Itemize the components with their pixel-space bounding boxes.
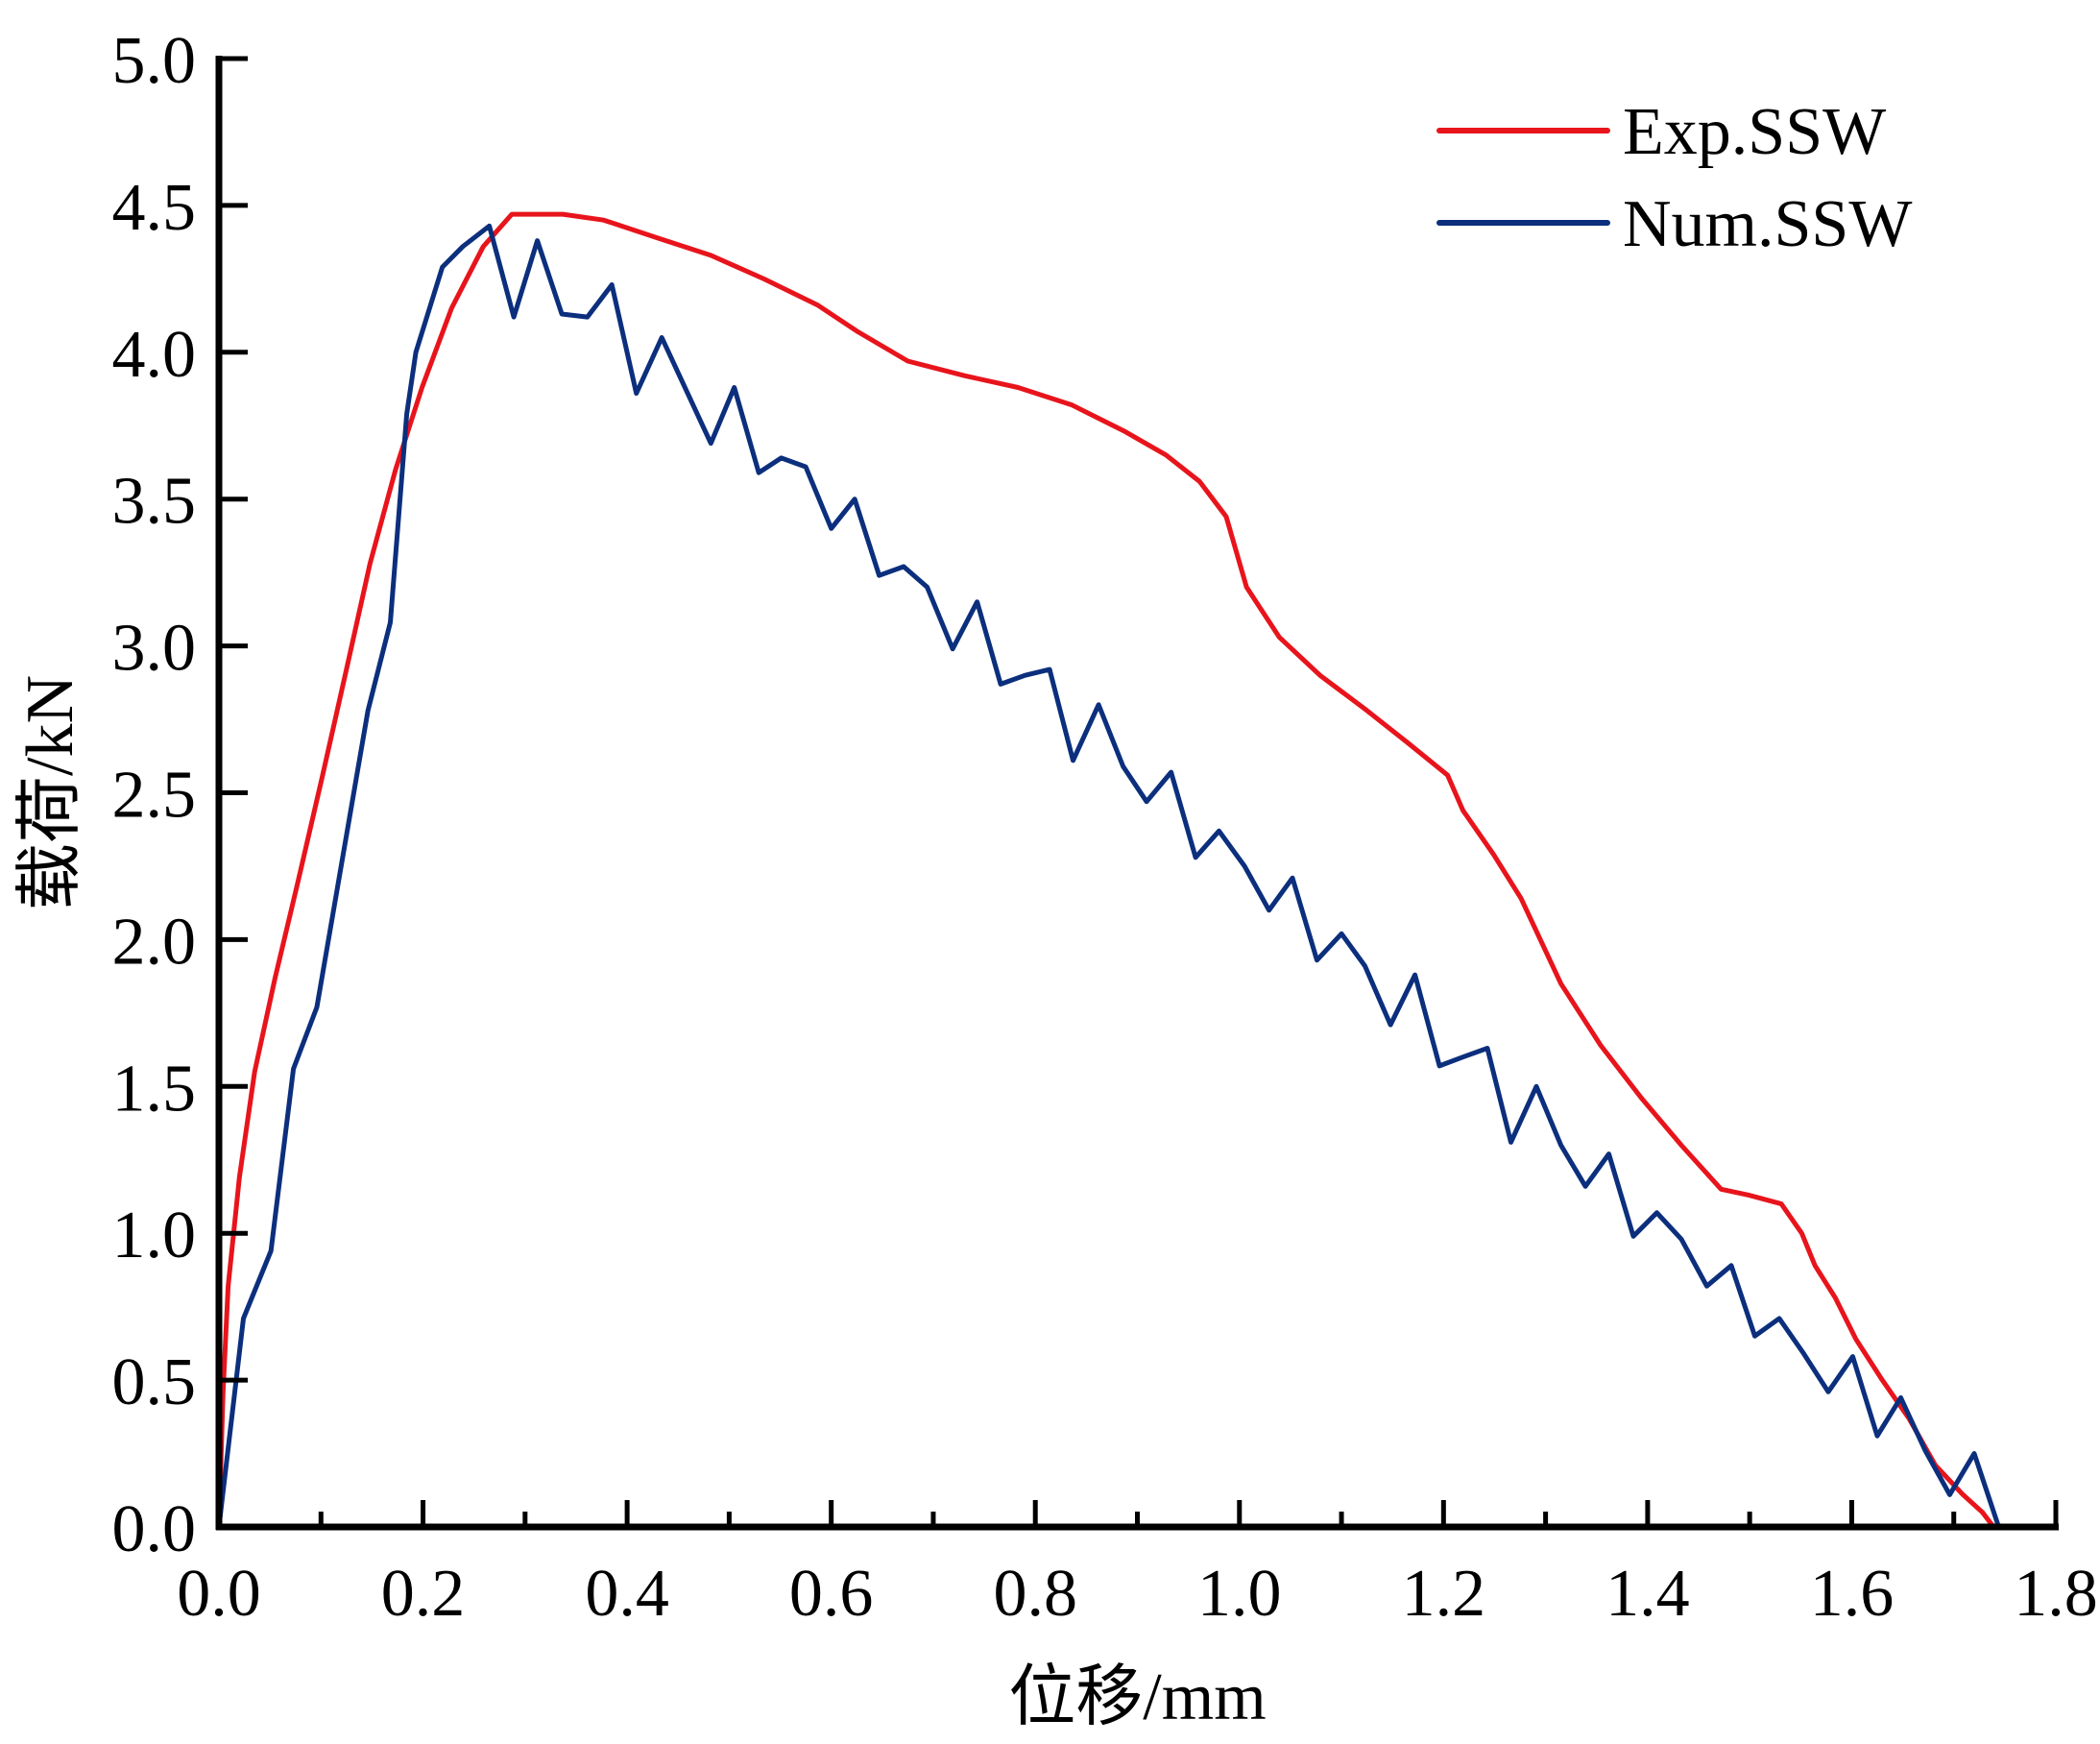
legend-label-num-ssw: Num.SSW [1623,187,1912,261]
y-tick-label: 5.0 [112,24,197,98]
x-tick-label: 1.4 [1605,1557,1690,1631]
x-tick-label: 0.0 [177,1557,261,1631]
y-tick-label: 2.5 [112,759,197,833]
x-tick-label: 0.6 [789,1557,874,1631]
y-ticks: 0.0 0.5 1.0 1.5 2.0 2.5 3.0 3.5 4.0 4.5 5.0 [112,24,248,1566]
x-axis-title: 位移/mm [1008,1660,1266,1734]
x-tick-label: 1.6 [1810,1557,1895,1631]
legend-label-exp-ssw: Exp.SSW [1623,95,1886,169]
x-tick-label: 0.2 [381,1557,466,1631]
y-tick-label: 2.0 [112,905,197,979]
x-tick-label: 1.0 [1197,1557,1282,1631]
y-tick-label: 1.0 [112,1199,197,1272]
y-tick-label: 1.5 [112,1052,197,1126]
series-line-exp-ssw [216,211,1996,1530]
x-tick-label: 1.2 [1402,1557,1486,1631]
y-tick-label: 3.5 [112,465,197,539]
axes-layer [215,56,2059,1531]
y-tick-label: 4.0 [112,318,197,392]
x-ticks: 0.0 0.2 0.4 0.6 0.8 1.0 1.2 1.4 1.6 1.8 [177,1500,2098,1631]
legend: Exp.SSW Num.SSW [1436,95,1912,261]
x-tick-label: 1.8 [2014,1557,2098,1631]
x-tick-label: 0.4 [585,1557,669,1631]
y-tick-label: 0.5 [112,1345,197,1419]
series-line-num-ssw [216,223,2001,1530]
y-axis-title: 载荷/kN [13,675,87,910]
y-tick-label: 0.0 [112,1492,197,1566]
x-tick-label: 0.8 [993,1557,1077,1631]
y-tick-label: 4.5 [112,171,197,245]
y-tick-label: 3.0 [112,612,197,686]
series-layer [216,211,2001,1530]
